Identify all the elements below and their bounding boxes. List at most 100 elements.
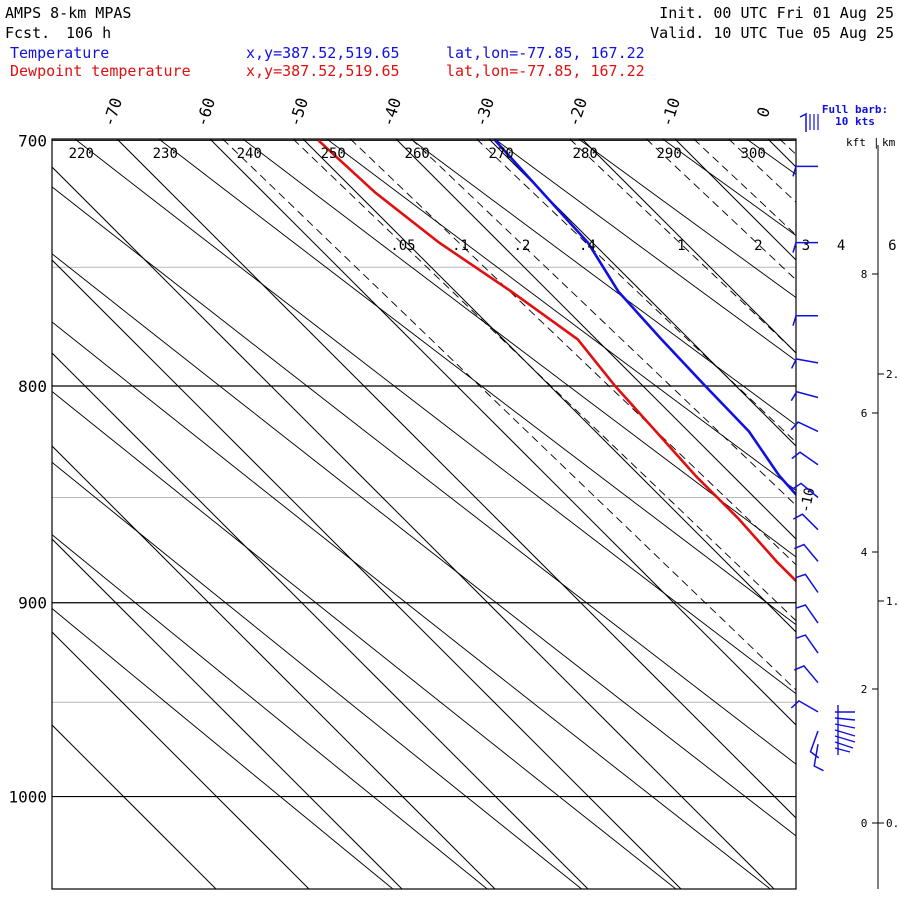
dewpoint-temperature-line: [317, 139, 796, 583]
mixing-ratio-label: .1: [452, 238, 469, 254]
temperature-tick-label: -30: [471, 95, 498, 128]
isotherm-line: [52, 538, 403, 889]
temperature-tick-label: 0: [753, 105, 774, 120]
isotherm-line: [674, 139, 796, 261]
potential-temperature-label: 250: [321, 146, 346, 162]
wind-barb: [794, 543, 819, 562]
temperature-tick-label: -10: [657, 95, 684, 128]
legend-temperature-name: Temperature: [10, 44, 110, 62]
dry-adiabat-line: [52, 321, 771, 889]
valid-time: Valid. 10 UTC Tue 05 Aug 25: [650, 24, 894, 42]
dry-adiabat-line: [494, 139, 796, 362]
potential-temperature-label: 270: [489, 146, 514, 162]
wind-barb: [794, 664, 819, 684]
temperature-line: [494, 139, 796, 497]
mixing-ratio-label: .05: [390, 238, 415, 254]
model-title: AMPS 8-km MPAS: [5, 4, 132, 22]
isotherm-line: [209, 139, 796, 726]
isotherm-line: [116, 139, 796, 819]
mixing-ratio-lines: [222, 139, 796, 691]
sounding-profiles: [317, 139, 796, 583]
full-barb-value: 10 kts: [835, 115, 875, 128]
temperature-tick-label: -50: [285, 95, 312, 128]
mixing-ratio-line: [646, 139, 796, 281]
kft-tick-label: 4: [861, 546, 868, 559]
dry-adiabat-line: [52, 390, 677, 889]
init-time: Init. 00 UTC Fri 01 Aug 25: [659, 4, 894, 22]
kft-axis-label: kft: [846, 136, 866, 149]
wind-barb: [790, 390, 819, 402]
mixing-ratio-label: 4: [837, 238, 845, 254]
dry-adiabat-line: [52, 461, 582, 889]
mixing-ratio-label: .2: [513, 238, 530, 254]
pressure-tick-label: 800: [18, 377, 47, 396]
kft-tick-label: 6: [861, 407, 868, 420]
km-tick-label: 0.: [886, 817, 899, 830]
mixing-ratio-label: .4: [579, 238, 596, 254]
wind-barb: [792, 513, 819, 531]
plot-frame: [51, 138, 797, 890]
isotherm-line: [395, 139, 796, 540]
pressure-tick-label: 900: [18, 594, 47, 613]
wind-barb: [795, 634, 819, 654]
isotherm-line: [52, 445, 496, 889]
pressure-tick-label: 700: [18, 131, 47, 150]
legend-temperature-latlon: lat,lon=-77.85, 167.22: [446, 44, 645, 62]
wind-barb: [790, 699, 819, 713]
dry-adiabat-line: [662, 139, 796, 237]
temperature-tick-label: -20: [564, 95, 591, 128]
height-axis: kft | km 8 6 4 2 0 2. 1. 0.: [846, 136, 899, 889]
wind-barb: [813, 744, 824, 772]
full-barb-sample: [799, 112, 807, 132]
mixing-ratio-label: 1: [677, 238, 685, 254]
forecast-label: Fcst.: [5, 24, 51, 42]
full-barb-label: Full barb:: [822, 103, 888, 116]
kft-tick-label: 8: [861, 268, 868, 281]
mixing-ratio-label: 2: [754, 238, 762, 254]
dry-adiabat-line: [242, 139, 796, 558]
wind-barb-column: [790, 112, 856, 772]
isotherm-line: [302, 139, 796, 633]
km-tick-label: 2.: [886, 368, 899, 381]
temperature-tick-label: -40: [378, 95, 405, 128]
surface-wind-barb: [834, 747, 851, 753]
mixing-ratio-line: [350, 139, 796, 566]
dry-adiabat-line: [746, 139, 796, 176]
kft-tick-label: 0: [861, 817, 868, 830]
isotherm-lines: [52, 139, 796, 889]
isotherm-line: [488, 139, 796, 447]
wind-barb: [795, 573, 819, 593]
dry-adiabat-line: [74, 139, 796, 695]
dry-adiabat-line: [52, 534, 488, 889]
potential-temperature-label: 290: [657, 146, 682, 162]
pressure-grid: [52, 139, 796, 798]
potential-temperature-label: 260: [405, 146, 430, 162]
potential-temperature-label: 280: [573, 146, 598, 162]
dry-adiabat-line: [158, 139, 796, 626]
legend-dewpoint-xy: x,y=387.52,519.65: [246, 62, 400, 80]
mixing-ratio-line: [569, 139, 796, 354]
legend-dewpoint-name: Dewpoint temperature: [10, 62, 191, 80]
temperature-tick-label: -60: [192, 95, 219, 128]
potential-temperature-label: 240: [237, 146, 262, 162]
dry-adiabat-line: [326, 139, 796, 491]
temperature-tick-label: -70: [99, 95, 126, 128]
legend-temperature-xy: x,y=387.52,519.65: [246, 44, 400, 62]
dry-adiabat-line: [410, 139, 796, 426]
isotherm-line: [52, 724, 217, 889]
isotherm-line: [52, 631, 310, 889]
isotherm-line: [52, 259, 682, 889]
mixing-ratio-line: [411, 139, 796, 506]
isotherm-line: [52, 166, 775, 889]
legend-dewpoint-latlon: lat,lon=-77.85, 167.22: [446, 62, 645, 80]
wind-barb: [791, 482, 819, 499]
kft-tick-label: 2: [861, 683, 868, 696]
wind-barb: [792, 314, 818, 326]
dry-adiabat-line: [578, 139, 796, 299]
wind-barb: [790, 421, 819, 433]
mixing-ratio-line: [693, 139, 796, 236]
pressure-tick-label: 1000: [8, 788, 47, 807]
wind-barb: [795, 604, 819, 624]
potential-temperature-label: 230: [153, 146, 178, 162]
